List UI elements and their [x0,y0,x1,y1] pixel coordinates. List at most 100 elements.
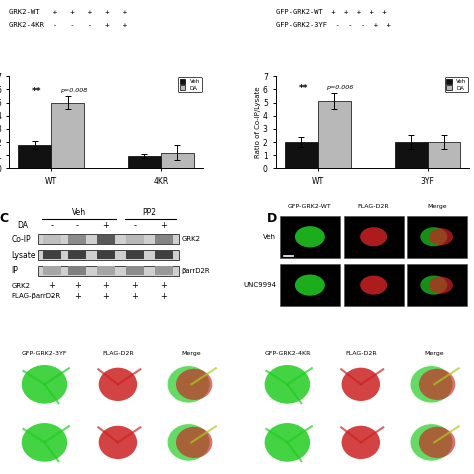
Bar [428,142,460,168]
Text: +: + [48,281,55,290]
Ellipse shape [419,427,455,458]
Title: GFP-GRK2-4KR: GFP-GRK2-4KR [264,351,310,356]
Bar [127,235,144,244]
Ellipse shape [176,427,212,458]
Ellipse shape [429,228,453,245]
Text: **: ** [299,84,308,93]
Text: DA: DA [17,221,28,230]
Bar [155,251,173,259]
Text: +: + [103,281,109,290]
Ellipse shape [360,227,387,246]
Ellipse shape [168,366,210,402]
Bar [38,250,180,260]
Bar [18,146,51,168]
Legend: Veh, DA: Veh, DA [178,77,201,92]
Text: +: + [103,292,109,301]
Text: -: - [50,221,54,230]
Bar [408,264,467,306]
Text: Lysate: Lysate [11,250,36,259]
Legend: Veh, DA: Veh, DA [445,77,468,92]
Text: UNC9994: UNC9994 [243,282,276,288]
Ellipse shape [264,423,310,462]
Text: C: C [0,211,9,225]
Bar [128,156,161,168]
Ellipse shape [342,426,380,459]
Title: FLAG-D2R: FLAG-D2R [345,351,377,356]
Y-axis label: Ratio of Co-IP/Lysate: Ratio of Co-IP/Lysate [255,87,262,158]
Bar [318,101,351,168]
Text: -: - [134,221,137,230]
Text: -: - [50,292,54,301]
Text: +: + [161,221,167,230]
Ellipse shape [360,275,387,295]
Bar [285,142,318,168]
Text: Veh: Veh [72,208,86,217]
Bar [344,216,403,258]
Text: +: + [73,281,81,290]
Bar [68,235,86,244]
Bar [280,264,340,306]
Text: +: + [161,281,167,290]
Title: Merge: Merge [182,351,201,356]
Text: GRK2: GRK2 [11,283,30,289]
Text: GRK2-WT   +   +   +   +   +: GRK2-WT + + + + + [9,9,128,15]
Text: Merge: Merge [428,204,447,209]
Text: **: ** [32,87,42,96]
Ellipse shape [22,423,67,462]
Y-axis label: UNC9994: UNC9994 [0,439,17,446]
Bar [408,216,467,258]
Text: -: - [75,221,79,230]
Text: Veh: Veh [263,234,276,240]
Title: GFP-GRK2-3YF: GFP-GRK2-3YF [22,351,67,356]
Text: IP: IP [11,266,18,275]
Ellipse shape [264,365,310,404]
Ellipse shape [420,275,447,295]
Ellipse shape [342,368,380,401]
Text: FLAG-D2R: FLAG-D2R [358,204,390,209]
Bar [38,234,180,244]
Bar [161,153,194,168]
Ellipse shape [168,424,210,461]
Bar [43,266,61,275]
Text: βarrD2R: βarrD2R [182,268,210,274]
Bar [127,266,144,275]
Text: FLAG-βarrD2R: FLAG-βarrD2R [11,293,61,300]
Text: D: D [266,211,277,225]
Ellipse shape [410,424,453,461]
Ellipse shape [176,369,212,400]
Bar [155,266,173,275]
Bar [155,235,173,244]
Title: Merge: Merge [425,351,444,356]
Bar [51,102,84,168]
Ellipse shape [99,426,137,459]
Bar [97,251,115,259]
Title: FLAG-D2R: FLAG-D2R [102,351,134,356]
Text: GFP-GRK2-WT  +  +  +  +  +: GFP-GRK2-WT + + + + + [276,9,387,15]
Text: GFP-GRK2-3YF  -  -  -  +  +: GFP-GRK2-3YF - - - + + [276,22,391,28]
Bar [97,235,115,244]
Text: Co-IP: Co-IP [11,235,31,244]
Bar [344,264,403,306]
Ellipse shape [99,368,137,401]
Text: +: + [161,292,167,301]
Text: +: + [73,292,81,301]
Text: PP2: PP2 [143,208,156,217]
Text: GRK2: GRK2 [182,236,201,242]
Bar [97,266,115,275]
Ellipse shape [429,277,453,293]
Ellipse shape [22,365,67,404]
Text: GRK2-4KR  -   -   -   +   +: GRK2-4KR - - - + + [9,22,128,28]
Bar [280,216,340,258]
Bar [38,266,180,276]
Bar [68,251,86,259]
Ellipse shape [420,227,447,246]
Bar [127,251,144,259]
Ellipse shape [410,366,453,402]
Text: p=0.006: p=0.006 [326,85,353,90]
Bar [395,142,428,168]
Bar [43,251,61,259]
Ellipse shape [295,226,325,247]
Bar [68,266,86,275]
Text: p=0.008: p=0.008 [60,88,87,93]
Text: GFP-GRK2-WT: GFP-GRK2-WT [288,204,332,209]
